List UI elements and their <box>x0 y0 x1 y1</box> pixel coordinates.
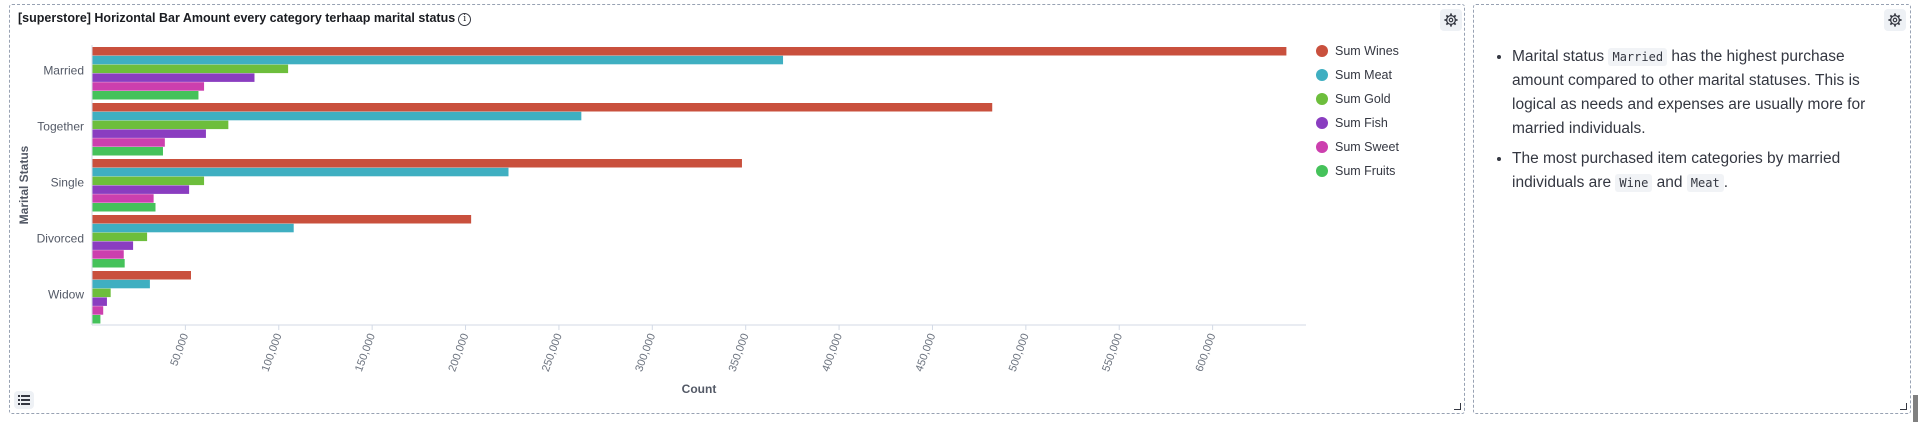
list-item: The most purchased item categories by ma… <box>1512 147 1892 195</box>
bar-sum-fish-divorced[interactable] <box>92 241 134 250</box>
bar-sum-meat-widow[interactable] <box>92 279 150 289</box>
bar-sum-wines-divorced[interactable] <box>92 215 472 224</box>
y-tick-label: Single <box>51 175 85 189</box>
legend-item[interactable]: Sum Fruits <box>1316 159 1399 183</box>
text-panel-settings-button[interactable] <box>1884 9 1906 31</box>
inline-code: Meat <box>1686 174 1724 192</box>
y-tick-label: Widow <box>48 287 84 301</box>
inline-code: Wine <box>1615 174 1653 192</box>
legend-color-dot <box>1316 141 1328 153</box>
note-text: has the highest purchase amount compared… <box>1512 48 1866 137</box>
note-text: . <box>1723 174 1729 191</box>
legend-item[interactable]: Sum Sweet <box>1316 135 1399 159</box>
note-text: The most purchased item categories by ma… <box>1512 150 1841 191</box>
legend-toggle-button[interactable] <box>14 391 34 409</box>
x-tick-label: 150,000 <box>353 332 378 373</box>
legend-label: Sum Wines <box>1335 44 1399 58</box>
legend-item[interactable]: Sum Meat <box>1316 63 1399 87</box>
x-tick-label: 300,000 <box>633 332 658 373</box>
bar-chart: Married Together Single Divorced Widow 50,000… <box>17 45 1306 396</box>
bar-sum-fish-single[interactable] <box>92 185 190 194</box>
inline-code: Married <box>1608 48 1668 66</box>
bar-sum-wines-single[interactable] <box>92 159 742 168</box>
notes-text: Marital status Married has the highest p… <box>1492 45 1892 201</box>
bar-sum-wines-widow[interactable] <box>92 271 191 280</box>
info-icon[interactable]: i <box>458 13 472 26</box>
y-tick-label: Divorced <box>37 231 84 245</box>
list-icon <box>18 395 30 405</box>
legend-label: Sum Sweet <box>1335 140 1399 154</box>
gear-icon <box>1444 13 1458 27</box>
bar-sum-fruits-together[interactable] <box>92 147 163 156</box>
note-text: and <box>1652 174 1687 191</box>
legend-item[interactable]: Sum Wines <box>1316 39 1399 63</box>
bar-sum-gold-together[interactable] <box>92 120 229 130</box>
y-axis-label: Marital Status <box>17 145 31 224</box>
x-tick-label: 500,000 <box>1007 332 1032 373</box>
bar-sum-wines-married[interactable] <box>92 47 1287 56</box>
legend-item[interactable]: Sum Fish <box>1316 111 1399 135</box>
bar-sum-sweet-together[interactable] <box>92 138 165 147</box>
gear-icon <box>1888 13 1902 27</box>
bar-sum-sweet-married[interactable] <box>92 82 205 91</box>
bar-sum-gold-widow[interactable] <box>92 288 111 298</box>
bar-sum-fish-widow[interactable] <box>92 297 107 306</box>
x-tick-label: 350,000 <box>727 332 752 373</box>
resize-handle[interactable] <box>1454 403 1461 410</box>
y-tick-label: Together <box>37 119 84 133</box>
bar-sum-fish-married[interactable] <box>92 73 255 82</box>
resize-handle[interactable] <box>1900 403 1907 410</box>
bar-sum-sweet-single[interactable] <box>92 194 154 203</box>
x-tick-label: 250,000 <box>540 332 565 373</box>
legend-label: Sum Fish <box>1335 116 1388 130</box>
bar-sum-fruits-widow[interactable] <box>92 315 101 324</box>
panel-title: [superstore] Horizontal Bar Amount every… <box>18 11 472 26</box>
x-tick-label: 550,000 <box>1100 332 1125 373</box>
legend-color-dot <box>1316 165 1328 177</box>
x-tick-label: 600,000 <box>1194 332 1219 373</box>
bar-sum-gold-single[interactable] <box>92 176 205 186</box>
bar-sum-meat-together[interactable] <box>92 111 582 121</box>
bar-sum-meat-single[interactable] <box>92 167 509 177</box>
bar-sum-gold-divorced[interactable] <box>92 232 148 242</box>
bar-sum-wines-together[interactable] <box>92 103 993 112</box>
legend-label: Sum Gold <box>1335 92 1391 106</box>
legend-color-dot <box>1316 45 1328 57</box>
chart-panel-settings-button[interactable] <box>1440 9 1462 31</box>
legend-label: Sum Fruits <box>1335 164 1396 178</box>
notes-list: Marital status Married has the highest p… <box>1492 45 1892 195</box>
page-scrollbar[interactable] <box>1913 395 1918 422</box>
panel-title-text: [superstore] Horizontal Bar Amount every… <box>18 11 456 25</box>
x-tick-label: 200,000 <box>446 332 471 373</box>
x-tick-label: 450,000 <box>913 332 938 373</box>
note-text: Marital status <box>1512 48 1609 65</box>
legend-label: Sum Meat <box>1335 68 1392 82</box>
bar-sum-meat-married[interactable] <box>92 55 784 65</box>
legend-item[interactable]: Sum Gold <box>1316 87 1399 111</box>
x-tick-label: 50,000 <box>168 332 191 368</box>
chart-panel: [superstore] Horizontal Bar Amount every… <box>9 4 1465 414</box>
legend-color-dot <box>1316 93 1328 105</box>
y-tick-label: Married <box>43 63 84 77</box>
bar-sum-gold-married[interactable] <box>92 64 289 74</box>
list-item: Marital status Married has the highest p… <box>1512 45 1892 141</box>
legend-color-dot <box>1316 69 1328 81</box>
bar-sum-sweet-divorced[interactable] <box>92 250 124 259</box>
x-tick-label: 400,000 <box>820 332 845 373</box>
bar-sum-fruits-married[interactable] <box>92 91 199 100</box>
legend-color-dot <box>1316 117 1328 129</box>
chart-legend: Sum Wines Sum Meat Sum Gold Sum Fish Sum Swe… <box>1316 39 1399 183</box>
bar-sum-sweet-widow[interactable] <box>92 306 104 315</box>
x-tick-label: 100,000 <box>260 332 285 373</box>
x-axis-label: Count <box>682 382 717 396</box>
bar-sum-fruits-single[interactable] <box>92 203 156 212</box>
markdown-panel: Marital status Married has the highest p… <box>1473 4 1911 414</box>
bar-sum-fish-together[interactable] <box>92 129 206 138</box>
bar-sum-meat-divorced[interactable] <box>92 223 294 233</box>
bar-sum-fruits-divorced[interactable] <box>92 259 125 268</box>
